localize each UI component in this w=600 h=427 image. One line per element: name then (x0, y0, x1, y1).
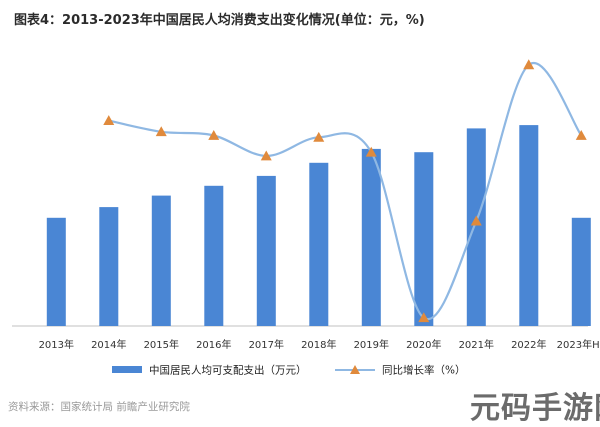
x-tick-label-7: 2020年 (406, 338, 441, 351)
bar-4 (256, 175, 276, 326)
growth-marker-8 (470, 215, 482, 226)
x-tick-label-6: 2019年 (354, 338, 389, 351)
bar-2 (151, 195, 171, 326)
bar-8 (466, 128, 486, 326)
bar-1 (99, 207, 119, 326)
growth-line-series (103, 59, 587, 323)
growth-marker-1 (103, 115, 115, 125)
x-tick-label-5: 2018年 (301, 338, 336, 351)
growth-marker-6 (365, 146, 377, 157)
growth-marker-7 (418, 312, 430, 323)
x-tick-label-9: 2022年 (511, 338, 546, 351)
corner-watermark: 元码手游网 (470, 391, 600, 426)
growth-marker-3 (208, 129, 220, 140)
bar-9 (519, 125, 539, 326)
chart-title: 图表4：2013-2023年中国居民人均消费支出变化情况(单位：元，%) (14, 13, 425, 28)
x-axis-tick-labels: 2013年 2014年 2015年 2016年 2017年 2018年 2019年 2020年… (39, 338, 600, 351)
bar-6 (361, 148, 381, 326)
growth-marker-4 (260, 150, 272, 161)
bar-7 (414, 152, 434, 326)
growth-line (108, 61, 583, 321)
growth-marker-5 (313, 131, 325, 142)
growth-marker-10 (575, 129, 587, 140)
bar-10 (571, 217, 591, 326)
legend: 中国居民人均可支配支出（万元） 同比增长率（%） (112, 364, 465, 377)
growth-marker-2 (155, 126, 167, 137)
x-tick-label-3: 2016年 (196, 338, 231, 351)
bar-5 (309, 162, 329, 326)
legend-label-bar: 中国居民人均可支配支出（万元） (149, 364, 307, 377)
x-tick-label-1: 2014年 (91, 338, 126, 351)
legend-swatch-bar (112, 366, 142, 373)
legend-swatch-marker (350, 365, 360, 374)
x-tick-label-8: 2021年 (459, 338, 494, 351)
legend-label-line: 同比增长率（%） (382, 364, 465, 377)
growth-marker-9 (523, 59, 535, 70)
x-tick-label-0: 2013年 (39, 338, 74, 351)
source-note: 资料来源：国家统计局 前瞻产业研究院 (8, 401, 190, 413)
bar-0 (46, 217, 66, 326)
x-tick-label-2: 2015年 (144, 338, 179, 351)
x-tick-label-4: 2017年 (249, 338, 284, 351)
bar-series (46, 125, 591, 326)
x-tick-label-10: 2023年H1 (557, 338, 600, 351)
bar-3 (204, 185, 224, 326)
